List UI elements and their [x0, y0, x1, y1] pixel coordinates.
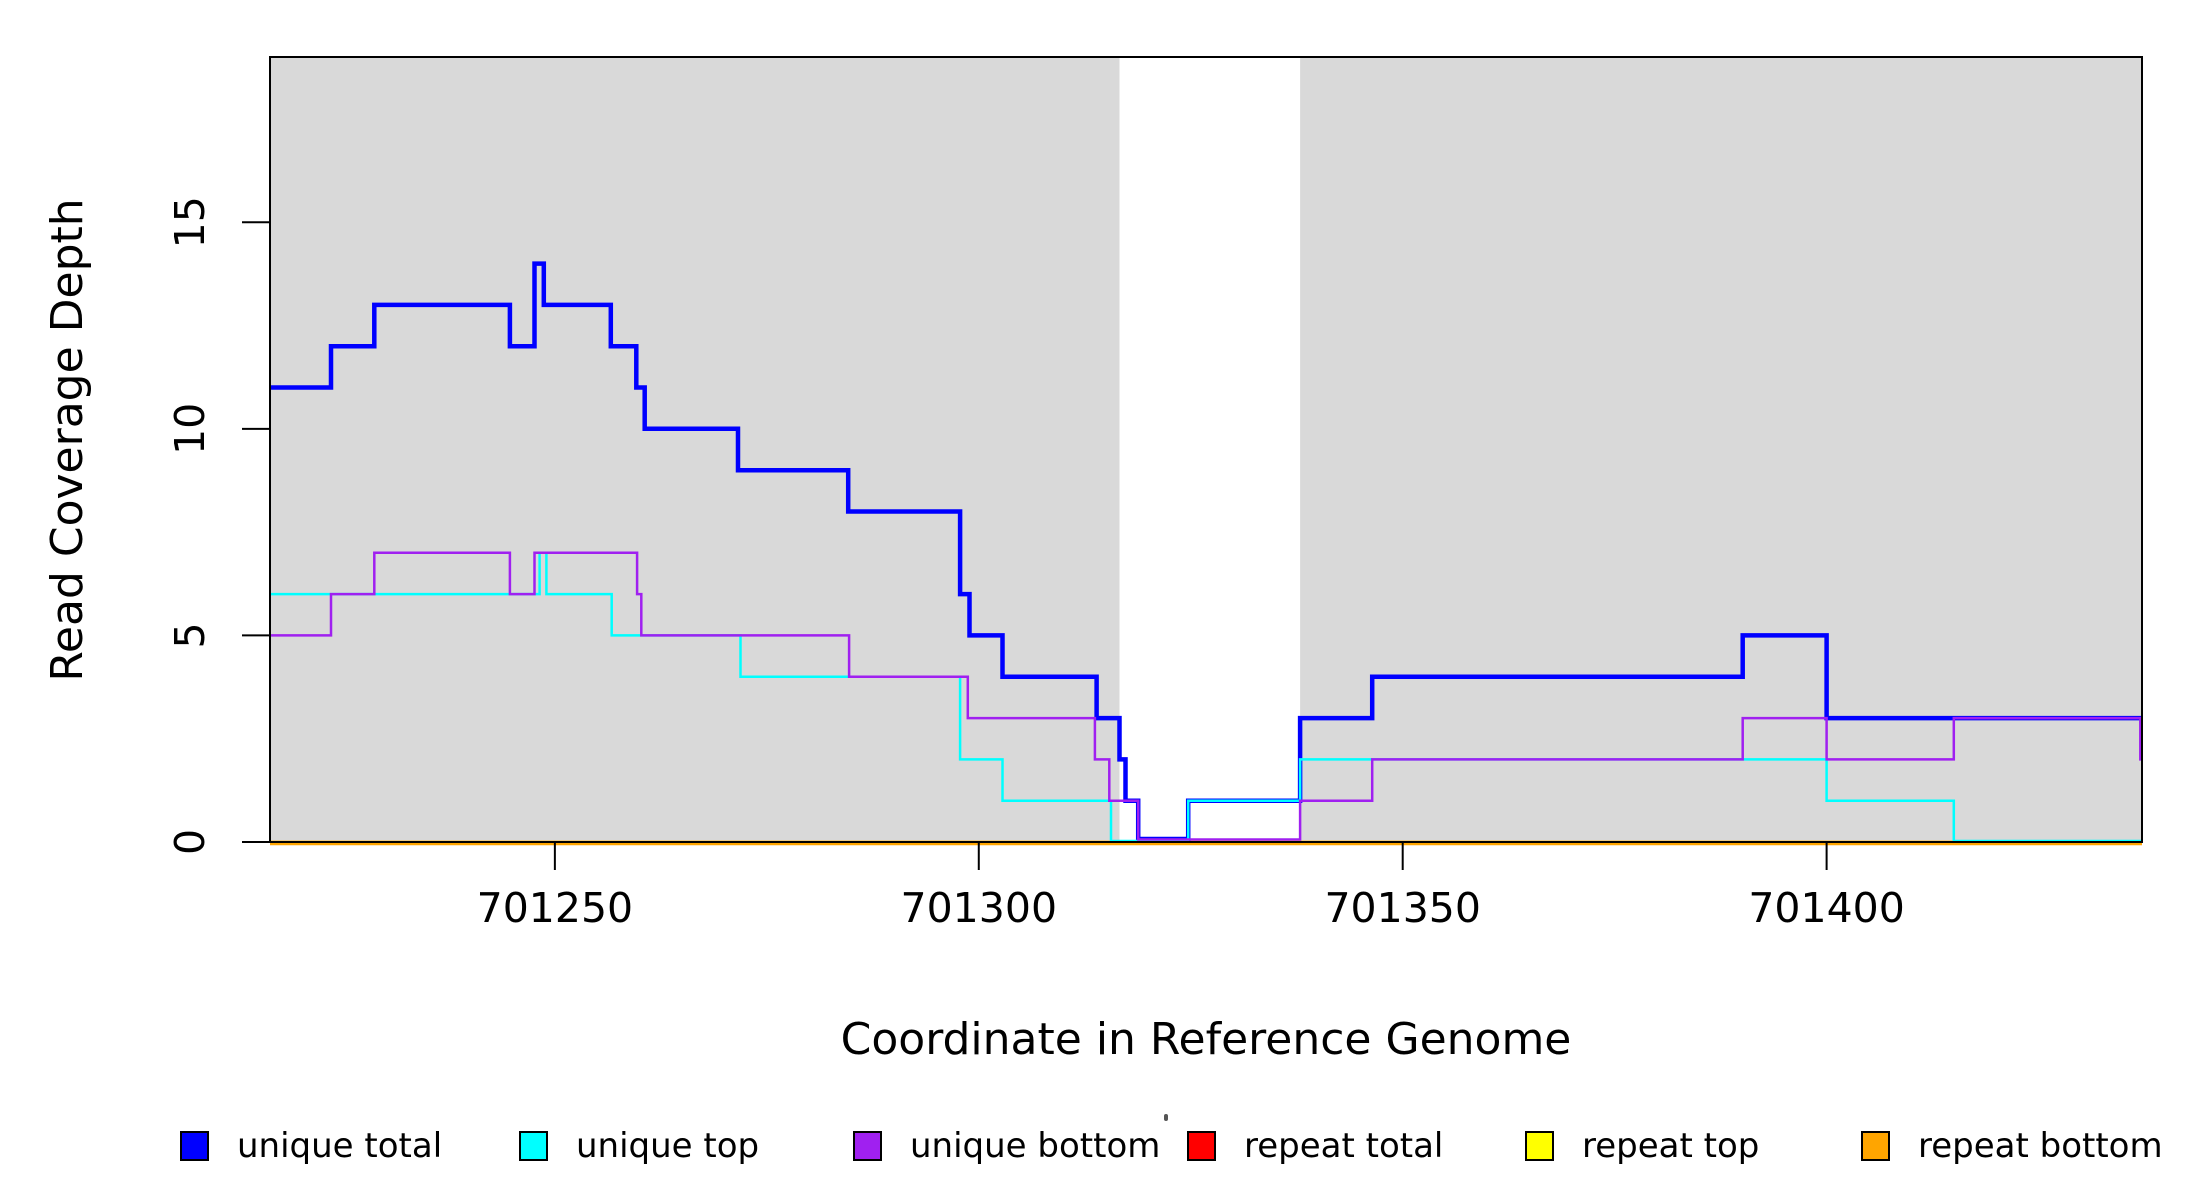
legend-item-unique-bottom: unique bottom — [853, 1126, 1160, 1166]
legend-label: repeat bottom — [1918, 1126, 2163, 1166]
legend-swatch-repeat-bottom — [1861, 1131, 1890, 1161]
y-tick-label: 15 — [166, 196, 214, 248]
shaded-region — [1300, 57, 2142, 842]
legend-label: unique total — [237, 1126, 443, 1166]
y-axis-title: Read Coverage Depth — [42, 198, 93, 681]
y-tick-label: 5 — [166, 622, 214, 648]
legend-item-repeat-top: repeat top — [1525, 1126, 1759, 1166]
legend-item-unique-top: unique top — [519, 1126, 759, 1166]
legend-swatch-unique-top — [519, 1131, 548, 1161]
x-tick-label: 701250 — [477, 884, 634, 932]
series-unique-bottom — [270, 551, 2142, 841]
shaded-region — [270, 57, 1120, 842]
x-tick-label: 701350 — [1324, 884, 1481, 932]
y-tick-label: 10 — [166, 403, 214, 455]
legend-swatch-unique-total — [180, 1131, 209, 1161]
series-unique-top — [270, 551, 2142, 843]
legend: unique total unique top unique bottom re… — [0, 1126, 2200, 1172]
stray-ink-mark — [1164, 1114, 1168, 1121]
legend-swatch-unique-bottom — [853, 1131, 882, 1161]
legend-label: unique top — [576, 1126, 760, 1166]
legend-swatch-repeat-total — [1187, 1131, 1216, 1161]
y-tick-label: 0 — [166, 829, 214, 855]
x-tick-label: 701400 — [1748, 884, 1905, 932]
legend-item-unique-total: unique total — [180, 1126, 442, 1166]
x-axis-title: Coordinate in Reference Genome — [841, 1014, 1572, 1065]
legend-swatch-repeat-top — [1525, 1131, 1554, 1161]
plot-border — [269, 56, 2143, 843]
axis-ticks: 701250 701300 701350 701400 0 5 10 15 — [166, 196, 1905, 932]
legend-label: repeat top — [1582, 1126, 1760, 1166]
x-tick-label: 701300 — [901, 884, 1058, 932]
legend-label: repeat total — [1244, 1126, 1444, 1166]
legend-item-repeat-total: repeat total — [1187, 1126, 1443, 1166]
legend-item-repeat-bottom: repeat bottom — [1861, 1126, 2163, 1166]
legend-label: unique bottom — [910, 1126, 1161, 1166]
shaded-regions — [270, 57, 2142, 842]
